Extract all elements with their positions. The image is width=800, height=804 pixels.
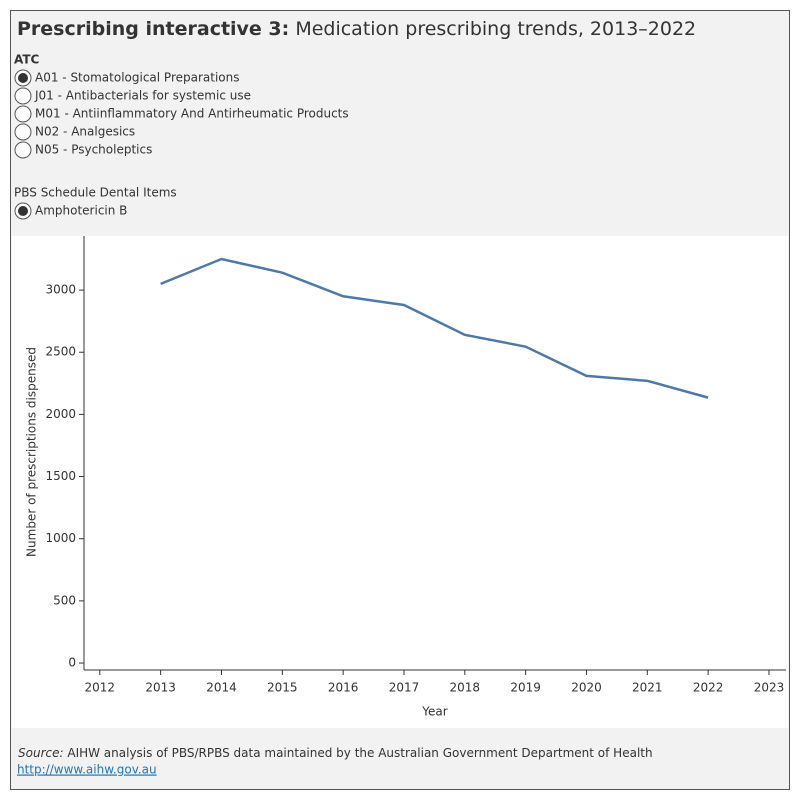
x-tick-label: 2019 [510, 681, 541, 695]
x-tick-label: 2022 [693, 681, 724, 695]
x-tick-label: 2018 [450, 681, 481, 695]
radio-option[interactable]: N02 - Analgesics [35, 125, 135, 139]
title-rest: Medication prescribing trends, 2013–2022 [295, 18, 696, 40]
y-axis-label: Number of prescriptions dispensed [25, 347, 39, 557]
x-tick-label: 2020 [571, 681, 602, 695]
radio-dot [18, 206, 28, 216]
radio-option[interactable]: M01 - Antiinflammatory And Antirheumatic… [35, 107, 349, 121]
data-line [160, 257, 709, 399]
filter-label: ATC [14, 53, 40, 67]
x-tick-label: 2015 [267, 681, 298, 695]
x-axis-label: Year [421, 705, 447, 719]
y-tick-label: 3000 [45, 283, 76, 297]
source: Source: AIHW analysis of PBS/RPBS data m… [18, 746, 653, 760]
x-tick-label: 2016 [328, 681, 359, 695]
x-tick-label: 2023 [754, 681, 785, 695]
source-link[interactable]: http://www.aihw.gov.au [17, 763, 157, 777]
x-tick-label: 2017 [389, 681, 420, 695]
source-text: AIHW analysis of PBS/RPBS data maintaine… [67, 746, 652, 760]
x-tick-label: 2012 [85, 681, 116, 695]
radio-option[interactable]: Amphotericin B [35, 204, 127, 218]
radio-option[interactable]: J01 - Antibacterials for systemic use [34, 89, 251, 103]
x-tick-label: 2021 [632, 681, 663, 695]
title: Prescribing interactive 3: Medication pr… [17, 18, 696, 40]
chart-area [12, 236, 788, 728]
y-tick-label: 1500 [45, 469, 76, 483]
radio-button[interactable] [14, 87, 32, 105]
title-bold: Prescribing interactive 3: [17, 18, 289, 40]
y-tick-label: 0 [68, 656, 76, 670]
y-tick-label: 1000 [45, 531, 76, 545]
y-tick-label: 2000 [45, 407, 76, 421]
y-tick-label: 2500 [45, 345, 76, 359]
x-tick-label: 2014 [206, 681, 237, 695]
source-label: Source: [18, 746, 64, 760]
y-tick-label: 500 [53, 593, 76, 607]
radio-button[interactable] [14, 141, 32, 159]
filter-label: PBS Schedule Dental Items [14, 186, 177, 200]
x-tick-label: 2013 [145, 681, 176, 695]
radio-button[interactable] [14, 123, 32, 141]
radio-dot [18, 73, 28, 83]
radio-button[interactable] [14, 105, 32, 123]
radio-option[interactable]: N05 - Psycholeptics [35, 143, 152, 157]
radio-option[interactable]: A01 - Stomatological Preparations [35, 71, 240, 85]
